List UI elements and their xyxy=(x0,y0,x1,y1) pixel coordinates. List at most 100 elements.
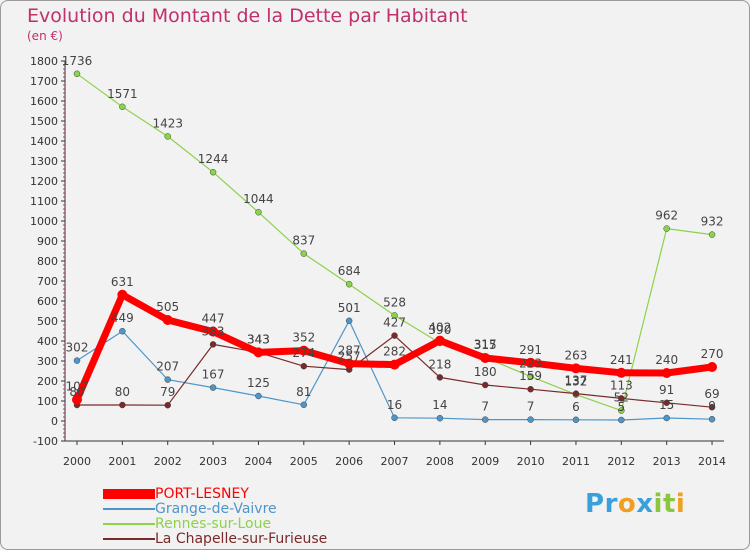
data-label: 107 xyxy=(66,380,89,394)
data-label: 52 xyxy=(614,391,629,405)
data-point xyxy=(389,359,400,370)
y-tick-label: 800 xyxy=(37,255,58,268)
data-point xyxy=(708,231,716,238)
data-point xyxy=(119,327,126,335)
data-point xyxy=(391,332,398,339)
data-point xyxy=(708,403,716,411)
y-tick-label: 600 xyxy=(37,295,58,308)
data-point xyxy=(253,347,264,358)
data-label: 282 xyxy=(383,345,406,359)
data-label: 274 xyxy=(292,346,315,360)
data-label: 447 xyxy=(202,312,225,326)
data-label: 113 xyxy=(610,378,633,392)
data-label: 343 xyxy=(247,332,270,346)
legend-swatch xyxy=(103,523,155,525)
data-label: 218 xyxy=(428,357,451,371)
data-label: 125 xyxy=(247,376,270,390)
legend: PORT-LESNEY Grange-de-Vaivre Rennes-sur-Lo… xyxy=(103,486,403,547)
y-tick-label: 1400 xyxy=(30,135,58,148)
data-label: 9 xyxy=(708,399,716,413)
y-tick-label: 1200 xyxy=(30,175,58,188)
data-point xyxy=(117,289,128,300)
data-point xyxy=(663,225,670,232)
data-point xyxy=(255,208,262,216)
data-label: 241 xyxy=(610,353,633,367)
y-tick-label: 1500 xyxy=(30,115,58,128)
data-label: 7 xyxy=(481,400,489,414)
data-label: 207 xyxy=(156,360,179,374)
data-label: 1044 xyxy=(243,192,274,206)
data-point xyxy=(663,399,670,407)
y-tick-label: 1600 xyxy=(30,95,58,108)
data-point xyxy=(119,103,126,111)
legend-label: Rennes-sur-Loue xyxy=(155,516,272,532)
data-label: 684 xyxy=(338,264,361,278)
data-point xyxy=(525,357,536,368)
data-label: 270 xyxy=(701,347,724,361)
data-point xyxy=(707,362,718,372)
data-label: 291 xyxy=(519,343,542,357)
data-label: 137 xyxy=(565,374,588,388)
data-point xyxy=(527,385,534,393)
data-label: 7 xyxy=(527,400,535,414)
data-point xyxy=(345,317,353,325)
data-label: 6 xyxy=(572,400,580,414)
x-tick-label: 2002 xyxy=(154,455,182,468)
data-label: 159 xyxy=(519,369,542,383)
data-label: 80 xyxy=(69,385,84,399)
y-tick-label: 100 xyxy=(37,395,58,408)
data-point xyxy=(436,414,444,422)
data-point xyxy=(527,373,534,380)
chart-title: Evolution du Montant de la Dette par Hab… xyxy=(27,5,468,27)
data-point xyxy=(119,401,126,409)
data-point xyxy=(300,250,308,257)
data-point xyxy=(708,415,716,423)
data-label: 427 xyxy=(383,316,406,330)
data-point xyxy=(572,416,580,424)
x-tick-label: 2013 xyxy=(653,455,681,468)
data-label: 343 xyxy=(247,332,270,346)
x-tick-label: 2005 xyxy=(290,455,318,468)
data-label: 263 xyxy=(565,348,588,362)
y-tick-label: -100 xyxy=(33,435,58,448)
data-label: 132 xyxy=(565,375,588,389)
data-point xyxy=(344,358,355,369)
data-point xyxy=(618,395,625,402)
data-label: 1571 xyxy=(107,87,138,101)
y-tick-label: 1300 xyxy=(30,155,58,168)
data-label: 81 xyxy=(296,385,311,399)
legend-swatch xyxy=(103,538,155,540)
data-label: 315 xyxy=(474,338,497,352)
x-tick-label: 2009 xyxy=(471,455,499,468)
data-point xyxy=(208,326,219,337)
data-point xyxy=(255,392,262,400)
data-label: 1423 xyxy=(152,116,183,130)
data-label: 501 xyxy=(338,301,361,315)
data-point xyxy=(300,362,308,370)
legend-label: La Chapelle-sur-Furieuse xyxy=(155,531,328,547)
y-tick-label: 1000 xyxy=(30,215,58,228)
data-label: 932 xyxy=(701,215,724,229)
y-tick-label: 700 xyxy=(37,275,58,288)
data-label: 962 xyxy=(655,209,678,223)
data-point xyxy=(162,315,173,325)
data-point xyxy=(572,390,580,397)
data-point xyxy=(391,414,398,422)
x-tick-label: 2004 xyxy=(244,455,272,468)
data-point xyxy=(209,341,217,348)
x-tick-label: 2010 xyxy=(517,455,545,468)
data-point xyxy=(391,312,398,319)
y-tick-label: 400 xyxy=(37,335,58,348)
data-label: 449 xyxy=(111,311,134,325)
data-point xyxy=(164,376,171,383)
data-label: 302 xyxy=(66,341,89,355)
data-label: 180 xyxy=(474,365,497,379)
y-tick-label: 1100 xyxy=(30,195,58,208)
data-point xyxy=(434,335,445,346)
data-point xyxy=(663,414,670,422)
data-label: 528 xyxy=(383,295,406,309)
legend-item: La Chapelle-sur-Furieuse xyxy=(103,531,403,547)
data-point xyxy=(481,381,489,389)
data-point xyxy=(164,133,171,140)
data-label: 91 xyxy=(659,383,674,397)
